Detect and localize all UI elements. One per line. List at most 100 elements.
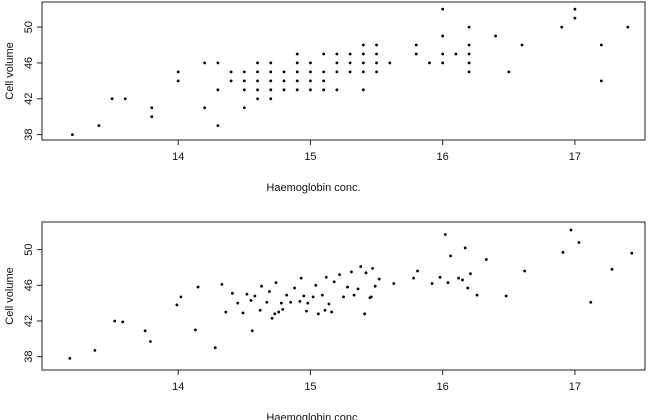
data-point [428, 61, 431, 65]
data-point [599, 79, 603, 83]
data-point [268, 290, 271, 293]
data-point [412, 276, 415, 280]
data-point [561, 250, 565, 254]
data-point [269, 88, 273, 92]
data-point [253, 294, 257, 298]
data-point [589, 300, 593, 304]
data-point [569, 228, 573, 232]
data-point [179, 295, 183, 299]
data-point [281, 307, 285, 311]
data-point [388, 61, 392, 65]
data-point [236, 301, 240, 305]
data-point [324, 275, 328, 279]
data-point [375, 43, 378, 47]
data-point [295, 70, 299, 74]
data-point [322, 79, 326, 83]
x-tick-label: 14 [172, 381, 184, 393]
data-point [466, 286, 470, 290]
data-point [302, 294, 306, 298]
data-point [361, 61, 365, 65]
data-point [150, 106, 154, 110]
data-point [338, 273, 341, 277]
data-point [463, 246, 467, 250]
data-point [332, 280, 336, 284]
data-point [356, 287, 360, 291]
data-point [320, 293, 324, 297]
data-point [373, 284, 377, 288]
data-point [577, 241, 581, 244]
data-point [441, 7, 445, 11]
data-point [457, 276, 460, 280]
data-point [484, 258, 488, 261]
data-point [523, 269, 527, 273]
data-point [256, 61, 259, 65]
y-axis-label: Cell volume [4, 267, 16, 324]
data-point [335, 88, 339, 92]
data-point [467, 52, 471, 56]
data-point [282, 88, 286, 92]
data-point [309, 70, 312, 74]
data-point [265, 300, 269, 304]
data-point [375, 61, 378, 65]
data-point [327, 302, 331, 306]
data-point [467, 70, 471, 74]
data-point [71, 133, 74, 137]
data-point [443, 233, 447, 236]
data-point [216, 61, 220, 65]
x-axis-label: Haemoglobin conc. [266, 182, 360, 194]
data-point [285, 293, 289, 297]
data-point [273, 312, 277, 316]
data-point [256, 97, 259, 101]
data-point [375, 70, 378, 74]
data-point [441, 34, 445, 38]
x-tick-label: 17 [569, 151, 581, 163]
data-point [298, 299, 302, 303]
data-point [149, 340, 152, 343]
data-point [469, 272, 472, 276]
data-point [342, 295, 345, 299]
data-point [626, 25, 630, 29]
data-point [68, 357, 72, 360]
data-point [467, 61, 471, 65]
data-point [438, 275, 442, 279]
y-tick-label: 46 [23, 279, 35, 291]
x-tick-label: 15 [304, 381, 316, 393]
data-point [610, 267, 614, 271]
x-tick-label: 17 [569, 381, 581, 393]
y-tick-label: 46 [23, 57, 35, 69]
data-point [269, 70, 273, 74]
data-point [467, 43, 471, 47]
data-point [289, 300, 293, 304]
data-point [467, 25, 471, 29]
data-point [352, 293, 356, 297]
data-point [150, 115, 154, 119]
data-point [369, 295, 373, 299]
data-point [295, 79, 299, 83]
data-point [176, 79, 180, 83]
data-point [269, 97, 273, 101]
data-point [363, 312, 367, 316]
data-point [270, 316, 274, 320]
x-tick-label: 16 [437, 381, 449, 393]
data-point [241, 311, 245, 315]
data-point [392, 282, 396, 285]
data-point [256, 79, 259, 83]
data-point [196, 285, 200, 289]
data-point [359, 265, 363, 268]
data-point [364, 271, 368, 275]
data-point [260, 284, 263, 288]
data-point [97, 124, 101, 128]
data-point [295, 52, 299, 56]
data-point [216, 88, 220, 92]
data-point [335, 70, 339, 74]
data-point [279, 301, 283, 305]
data-point [256, 88, 259, 92]
data-point [256, 70, 259, 74]
y-tick-label: 50 [23, 244, 35, 256]
data-point [242, 106, 246, 110]
data-point [258, 308, 262, 312]
data-point [430, 282, 434, 285]
data-point [348, 70, 352, 74]
y-tick-label: 38 [23, 128, 35, 140]
